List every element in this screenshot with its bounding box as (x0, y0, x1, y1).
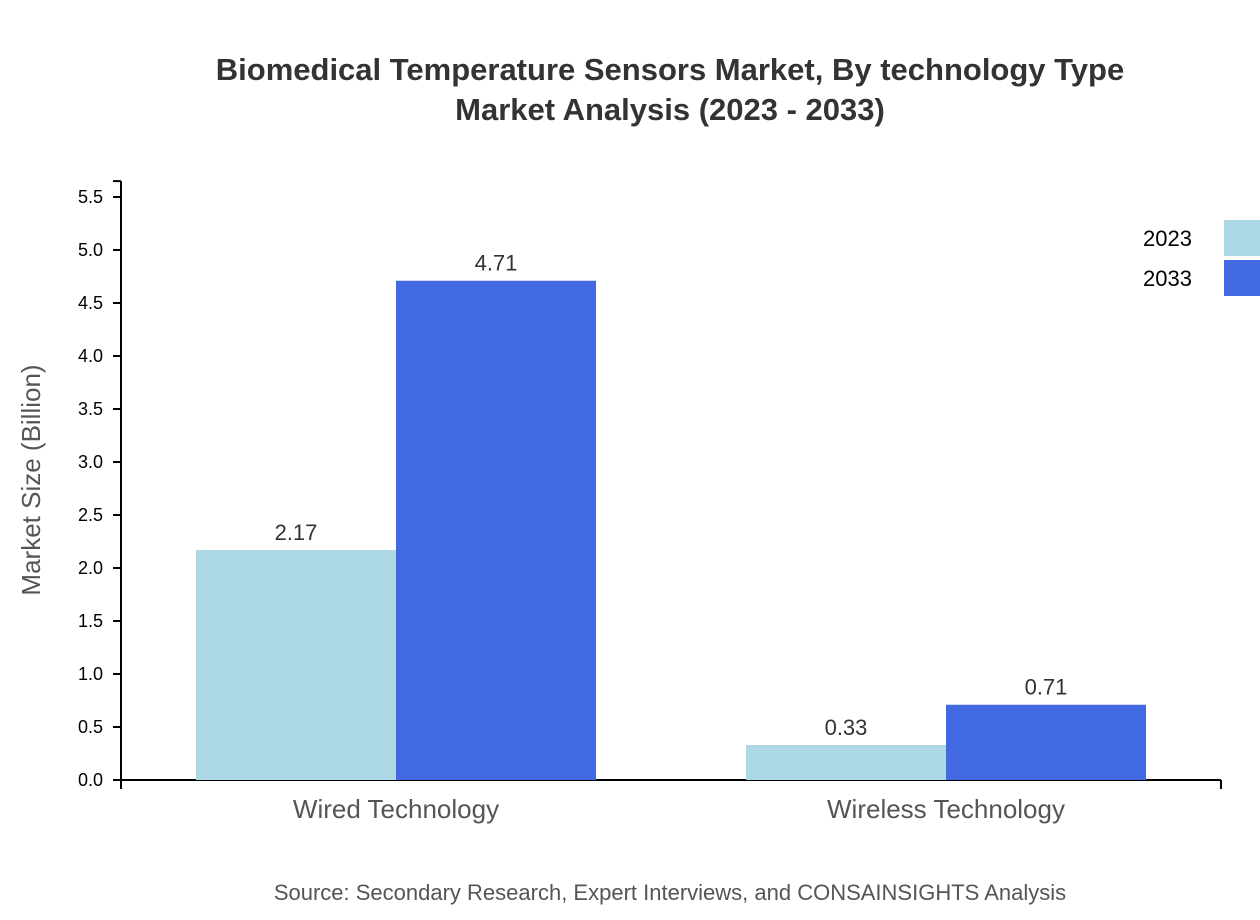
source-note: Source: Secondary Research, Expert Inter… (274, 880, 1066, 905)
data-label: 4.71 (475, 251, 518, 276)
y-tick-label: 3.5 (78, 399, 103, 419)
bar-2023 (746, 745, 946, 780)
data-label: 0.33 (825, 715, 868, 740)
y-tick-label: 2.0 (78, 558, 103, 578)
bars: 2.17 4.71 0.33 0.71 (196, 251, 1146, 780)
y-tick-label: 3.0 (78, 452, 103, 472)
y-tick-label: 0.0 (78, 770, 103, 790)
chart-title: Biomedical Temperature Sensors Market, B… (216, 52, 1124, 87)
legend-label: 2033 (1143, 266, 1192, 291)
y-tick-label: 5.0 (78, 240, 103, 260)
legend-label: 2023 (1143, 226, 1192, 251)
y-tick-label: 1.5 (78, 611, 103, 631)
y-tick-label: 4.5 (78, 293, 103, 313)
y-tick-label: 5.5 (78, 187, 103, 207)
bar-2023 (196, 549, 396, 780)
data-label: 0.71 (1025, 675, 1068, 700)
data-label: 2.17 (275, 520, 318, 545)
x-category-label: Wired Technology (293, 794, 499, 824)
y-tick-label: 0.5 (78, 717, 103, 737)
y-tick-label: 1.0 (78, 664, 103, 684)
y-tick-label: 2.5 (78, 505, 103, 525)
x-category-label: Wireless Technology (827, 794, 1065, 824)
legend-swatch-2033 (1224, 260, 1260, 296)
legend-swatch-2023 (1224, 220, 1260, 256)
y-axis-label: Market Size (Billion) (16, 364, 46, 595)
bar-2033 (946, 704, 1146, 780)
y-tick-label: 4.0 (78, 346, 103, 366)
legend: 2023 2033 (1143, 220, 1260, 296)
bar-2033 (396, 280, 596, 780)
chart-subtitle: Market Analysis (2023 - 2033) (455, 92, 885, 127)
